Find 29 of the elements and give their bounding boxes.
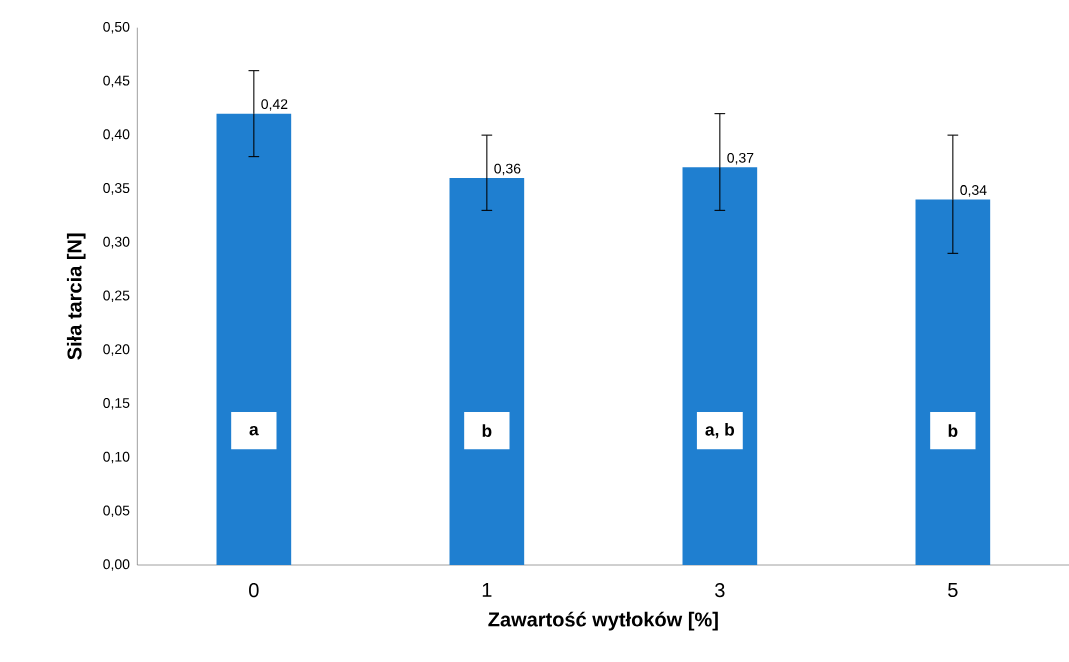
annotation: a	[249, 425, 259, 436]
bar	[216, 113, 292, 565]
y-tick-label: 0,40	[103, 129, 130, 141]
y-axis-title: Siła tarcia [N]	[66, 233, 86, 360]
y-tick-label: 0,25	[103, 290, 130, 303]
y-tick-label: 0,45	[103, 75, 130, 88]
x-tick-label: 0	[249, 583, 259, 598]
data-label: 0,37	[727, 152, 754, 165]
y-tick-label: 0,05	[103, 505, 130, 518]
data-label: 0,42	[261, 99, 288, 111]
y-tick-label: 0,15	[103, 398, 130, 410]
data-label: 0,36	[494, 163, 521, 176]
bar	[915, 199, 991, 565]
y-tick-label: 0,50	[103, 21, 130, 34]
y-tick-label: 0,10	[103, 451, 130, 464]
x-tick-label: 3	[715, 583, 725, 598]
annotation: a, b	[705, 423, 735, 439]
y-tick-label: 0,20	[103, 344, 130, 356]
bar	[449, 178, 525, 565]
y-tick-label: 0,35	[103, 183, 130, 195]
annotation: b	[948, 424, 958, 438]
x-tick-label: 5	[948, 583, 958, 597]
annotation: b	[482, 424, 492, 438]
y-tick-label: 0,30	[103, 236, 130, 249]
bar	[682, 167, 758, 565]
x-axis-title: Zawartość wytłoków [%]	[488, 611, 718, 631]
x-tick-label: 1	[482, 583, 492, 597]
y-tick-label: 0,00	[103, 559, 130, 571]
data-label: 0,34	[960, 185, 987, 197]
